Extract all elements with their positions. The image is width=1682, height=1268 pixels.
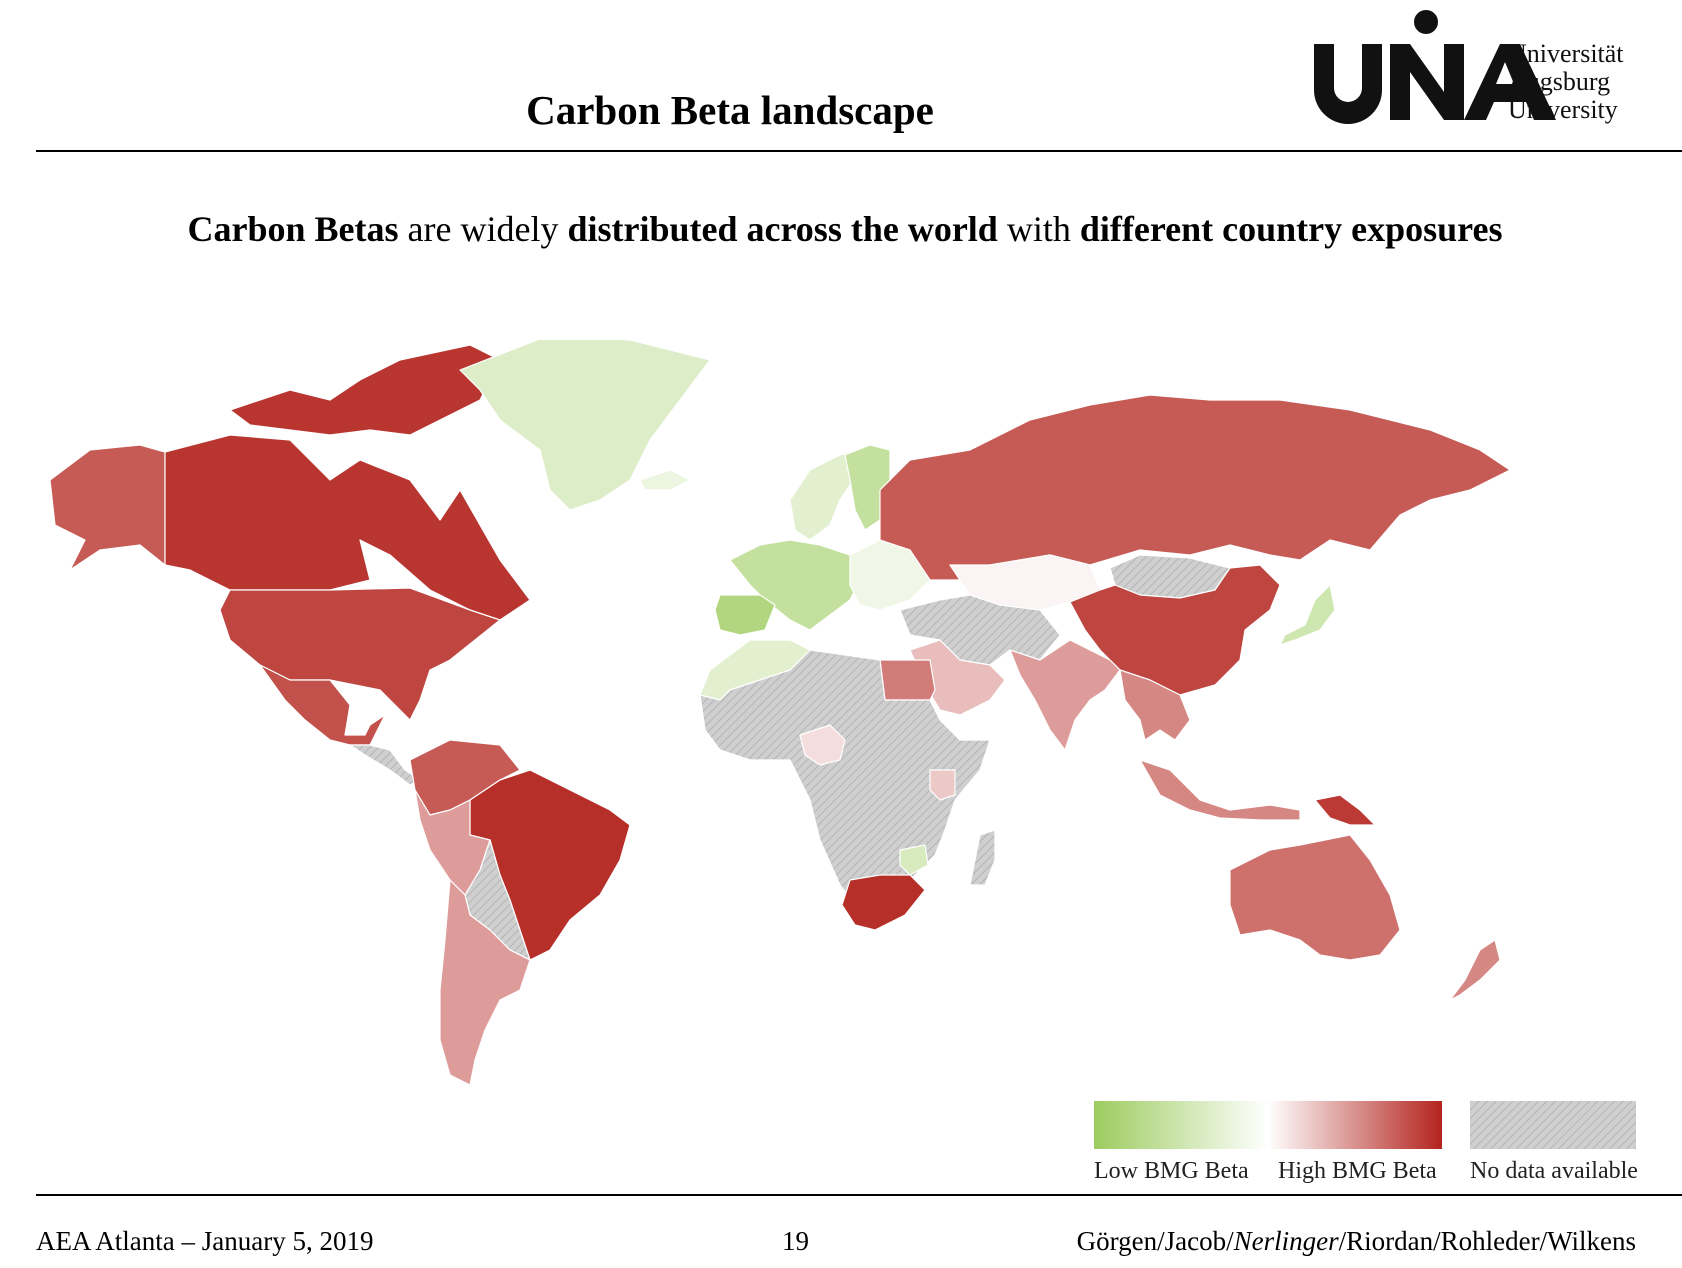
legend-no-data-label: No data available <box>1470 1158 1638 1184</box>
slide-subtitle: Carbon Betas are widely distributed acro… <box>0 208 1682 250</box>
subtitle-bold-1: Carbon Betas <box>187 209 399 249</box>
subtitle-text-2: with <box>997 209 1080 249</box>
logo-line-3: University <box>1508 95 1618 124</box>
logo-letter-n <box>1390 44 1464 120</box>
region-central-america <box>349 744 421 786</box>
region-nigeria <box>799 724 846 766</box>
footer-authors: Görgen/Jacob/Nerlinger/Riordan/Rohleder/… <box>1077 1226 1636 1257</box>
footer-authors-post: /Riordan/Rohleder/Wilkens <box>1338 1226 1636 1256</box>
region-russia <box>879 394 1511 581</box>
legend-high-label: High BMG Beta <box>1278 1158 1437 1184</box>
region-australia <box>1229 834 1401 961</box>
legend-low-label: Low BMG Beta <box>1094 1158 1249 1184</box>
logo-letter-a <box>1464 44 1556 120</box>
footer-page-number: 19 <box>782 1226 809 1256</box>
header-rule <box>36 150 1682 152</box>
region-canadian-arctic <box>229 344 501 436</box>
region-saudi-arabia <box>909 639 1006 716</box>
region-iberia <box>714 594 776 636</box>
region-alaska <box>49 444 166 571</box>
logo-letter-u <box>1314 44 1382 124</box>
logo-line-1: Universität <box>1508 39 1624 68</box>
university-name: Universität Augsburg University <box>1508 40 1624 124</box>
slide-title: Carbon Beta landscape <box>526 87 934 133</box>
subtitle-bold-2: distributed across the world <box>567 209 998 249</box>
region-sub-saharan-africa <box>699 649 991 911</box>
region-argentina-chile <box>439 879 531 1086</box>
subtitle-text-1: are widely <box>398 209 568 249</box>
footer-rule <box>36 1194 1682 1196</box>
region-new-zealand <box>1449 939 1501 1001</box>
region-japan <box>1279 584 1336 646</box>
legend-gradient <box>1094 1101 1442 1149</box>
region-papua-new-guinea <box>1314 794 1376 826</box>
region-mozambique <box>899 844 929 876</box>
footer-event: AEA Atlanta – January 5, 2019 <box>36 1226 374 1256</box>
world-map <box>49 340 1511 1086</box>
region-egypt <box>879 659 936 701</box>
subtitle-bold-3: different country exposures <box>1079 209 1503 249</box>
legend-no-data-swatch <box>1470 1101 1636 1149</box>
logo-dot <box>1414 10 1438 34</box>
region-iceland <box>639 469 691 491</box>
region-south-africa <box>841 874 926 931</box>
region-greenland <box>459 340 711 511</box>
region-madagascar <box>969 829 996 886</box>
logo-line-2: Augsburg <box>1508 67 1611 96</box>
region-india <box>1009 639 1121 751</box>
footer-authors-italic: Nerlinger <box>1233 1226 1339 1256</box>
region-indonesia <box>1139 759 1301 821</box>
region-usa <box>219 587 501 721</box>
university-logo <box>1314 10 1556 124</box>
region-southeast-asia <box>1119 669 1191 741</box>
region-kenya <box>929 769 956 801</box>
region-mexico <box>259 664 386 746</box>
footer-authors-pre: Görgen/Jacob/ <box>1076 1226 1234 1256</box>
